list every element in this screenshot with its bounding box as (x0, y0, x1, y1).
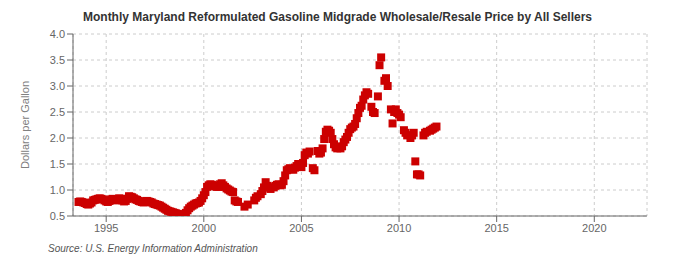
svg-text:2005: 2005 (289, 222, 313, 234)
svg-text:2.5: 2.5 (50, 106, 65, 118)
svg-text:1995: 1995 (94, 222, 118, 234)
html-text:Monthly Maryland Reformulated: Monthly Maryland Reformulated Gasoline M… (83, 10, 592, 24)
svg-text:3.0: 3.0 (50, 80, 65, 92)
html-text:Source: U.S. Energy Informatio: Source: U.S. Energy Information Administ… (48, 243, 258, 254)
svg-text:0.5: 0.5 (50, 210, 65, 222)
svg-text:1.5: 1.5 (50, 158, 65, 170)
svg-text:4.0: 4.0 (50, 28, 65, 40)
svg-text:1.0: 1.0 (50, 184, 65, 196)
svg-text:2015: 2015 (484, 222, 508, 234)
svg-text:2020: 2020 (582, 222, 606, 234)
svg-text:2.0: 2.0 (50, 132, 65, 144)
svg-text:3.5: 3.5 (50, 54, 65, 66)
svg-text:2010: 2010 (387, 222, 411, 234)
svg-text:2000: 2000 (192, 222, 216, 234)
svg-text:Dollars per Gallon: Dollars per Gallon (19, 81, 31, 169)
